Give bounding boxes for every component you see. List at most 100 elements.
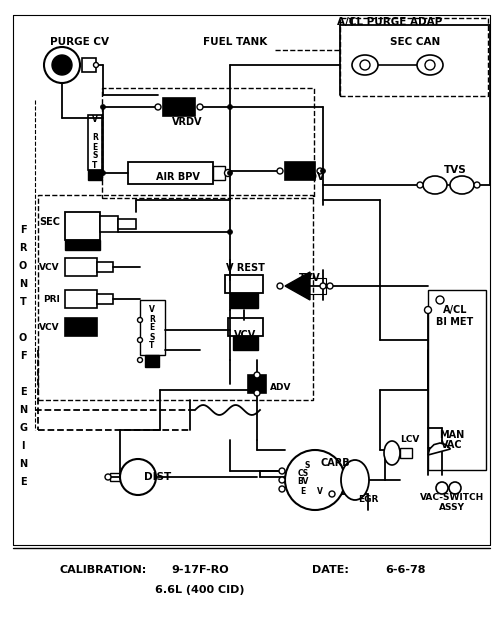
Text: 6.6L (400 CID): 6.6L (400 CID)	[155, 585, 245, 595]
Circle shape	[279, 486, 285, 492]
Circle shape	[417, 182, 423, 188]
Text: S: S	[150, 333, 154, 342]
Circle shape	[474, 182, 480, 188]
Polygon shape	[428, 443, 450, 455]
Text: ADV: ADV	[270, 384, 291, 392]
Text: VCV: VCV	[40, 263, 60, 272]
Text: DATE:: DATE:	[312, 565, 348, 575]
Bar	[65, 258, 97, 276]
Circle shape	[254, 372, 260, 378]
Text: I: I	[21, 441, 25, 451]
Text: T: T	[150, 342, 154, 350]
Text: E: E	[20, 477, 26, 487]
Circle shape	[94, 62, 98, 67]
Ellipse shape	[423, 176, 447, 194]
Circle shape	[120, 459, 156, 495]
Circle shape	[285, 450, 345, 510]
Circle shape	[277, 168, 283, 174]
Text: LCV: LCV	[400, 436, 419, 445]
Text: V: V	[92, 116, 98, 125]
Text: VAC-SWITCH: VAC-SWITCH	[420, 492, 484, 502]
Bar	[145, 355, 159, 367]
Bar	[248, 375, 266, 393]
Text: PURGE CV: PURGE CV	[50, 37, 110, 47]
Text: N: N	[19, 459, 27, 469]
Circle shape	[100, 170, 105, 176]
Bar	[308, 278, 326, 294]
Text: O: O	[19, 333, 27, 343]
Ellipse shape	[341, 460, 369, 500]
Bar	[233, 336, 258, 350]
Text: N: N	[19, 279, 27, 289]
Circle shape	[327, 283, 333, 289]
Bar	[128, 162, 213, 184]
Text: TVV: TVV	[299, 273, 321, 283]
Text: VCV: VCV	[40, 324, 60, 333]
Circle shape	[329, 491, 335, 497]
Bar	[140, 300, 165, 355]
Circle shape	[449, 482, 461, 494]
Polygon shape	[285, 272, 310, 300]
Text: T: T	[92, 160, 98, 170]
Circle shape	[279, 477, 285, 483]
Text: CS: CS	[298, 469, 308, 478]
Bar	[88, 115, 102, 170]
Bar	[100, 216, 118, 232]
Text: S: S	[304, 462, 310, 471]
Text: DIST: DIST	[144, 472, 172, 482]
Text: VAC: VAC	[441, 440, 463, 450]
Ellipse shape	[450, 176, 474, 194]
Bar	[97, 294, 113, 304]
Text: T: T	[20, 297, 26, 307]
Bar	[400, 448, 412, 458]
Circle shape	[44, 47, 80, 83]
Ellipse shape	[352, 55, 378, 75]
Circle shape	[228, 170, 232, 176]
Circle shape	[320, 283, 326, 289]
Text: FUEL TANK: FUEL TANK	[203, 37, 267, 47]
Circle shape	[228, 104, 232, 109]
Bar	[228, 318, 263, 336]
Text: EGR: EGR	[358, 495, 378, 504]
Circle shape	[100, 104, 105, 109]
Text: SEC CAN: SEC CAN	[390, 37, 440, 47]
Text: VCV: VCV	[234, 330, 256, 340]
Bar	[230, 293, 258, 308]
Circle shape	[57, 60, 67, 70]
Text: MAN: MAN	[440, 430, 464, 440]
Text: A/CL PURGE ADAP: A/CL PURGE ADAP	[338, 17, 442, 27]
Text: R: R	[149, 314, 155, 324]
Circle shape	[277, 283, 283, 289]
Bar	[213, 166, 225, 180]
Text: E: E	[300, 487, 306, 495]
Text: CARB: CARB	[320, 458, 350, 468]
Circle shape	[155, 104, 161, 110]
Bar	[340, 18, 488, 96]
Text: V REST: V REST	[226, 263, 264, 273]
Text: BV: BV	[298, 478, 308, 487]
Bar	[118, 219, 136, 229]
Circle shape	[138, 317, 142, 322]
Text: BI MET: BI MET	[436, 317, 474, 327]
Bar	[65, 212, 100, 240]
Text: V: V	[317, 487, 323, 495]
Text: G: G	[19, 423, 27, 433]
Bar	[428, 290, 486, 470]
Circle shape	[105, 474, 111, 480]
Circle shape	[279, 468, 285, 474]
Circle shape	[436, 482, 448, 494]
Text: SEC: SEC	[39, 217, 60, 227]
Bar	[88, 170, 102, 180]
Text: F: F	[20, 225, 26, 235]
Text: E: E	[150, 324, 154, 333]
Text: E: E	[92, 142, 98, 151]
Bar	[163, 98, 195, 116]
Text: S: S	[92, 151, 98, 160]
Circle shape	[320, 169, 326, 174]
Circle shape	[224, 170, 232, 177]
Text: 6-6-78: 6-6-78	[385, 565, 425, 575]
Circle shape	[424, 307, 432, 314]
Bar	[225, 275, 263, 293]
Bar	[102, 88, 314, 198]
Circle shape	[254, 390, 260, 396]
